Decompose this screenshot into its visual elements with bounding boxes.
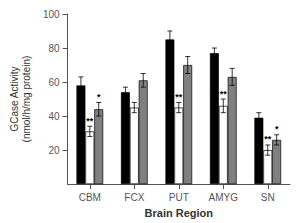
svg-text:80: 80 — [48, 43, 60, 54]
svg-text:**: ** — [175, 92, 183, 102]
svg-text:100: 100 — [43, 9, 60, 20]
svg-text:PUT: PUT — [169, 192, 189, 203]
svg-text:*: * — [97, 92, 101, 102]
svg-text:(nmol/h/mg protein): (nmol/h/mg protein) — [21, 56, 32, 143]
svg-text:40: 40 — [48, 111, 60, 122]
svg-text:*: * — [275, 124, 279, 134]
svg-text:SN: SN — [261, 192, 275, 203]
svg-text:20: 20 — [48, 145, 60, 156]
svg-text:AMYG: AMYG — [209, 192, 239, 203]
svg-text:Brain Region: Brain Region — [145, 207, 214, 219]
svg-text:**: ** — [220, 89, 228, 99]
svg-text:**: ** — [86, 116, 94, 126]
svg-text:FCX: FCX — [124, 192, 144, 203]
svg-text:60: 60 — [48, 77, 60, 88]
svg-text:GCase Activity: GCase Activity — [9, 67, 20, 132]
svg-text:CBM: CBM — [79, 192, 101, 203]
svg-text:**: ** — [264, 134, 272, 144]
